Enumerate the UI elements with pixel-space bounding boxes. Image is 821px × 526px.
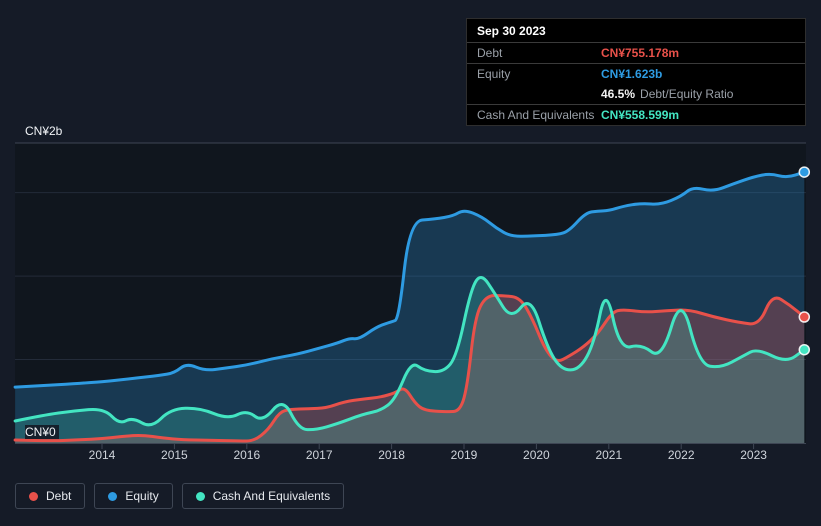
x-tick-label-2017: 2017 <box>305 448 333 462</box>
tooltip-debt-label: Debt <box>477 46 503 60</box>
tooltip-equity-value: CN¥1.623b <box>601 67 663 81</box>
x-tick-label-2014: 2014 <box>88 448 116 462</box>
legend-label: Equity <box>125 489 159 503</box>
cash-legend-dot-icon <box>195 491 205 501</box>
x-tick-label-2021: 2021 <box>595 448 623 462</box>
data-tooltip: Sep 30 2023 Debt CN¥755.178m Equity CN¥1… <box>466 18 806 126</box>
tooltip-date: Sep 30 2023 <box>467 19 805 43</box>
cash-and-equivalents-line <box>13 276 806 432</box>
tooltip-row-equity: Equity CN¥1.623b <box>467 64 805 84</box>
tooltip-row-ratio: 46.5% Debt/Equity Ratio <box>467 84 805 105</box>
equity-legend-dot-icon <box>108 491 118 501</box>
legend-label: Cash And Equivalents <box>212 489 331 503</box>
debt-legend-dot-icon <box>29 491 38 501</box>
tooltip-cash-label: Cash And Equivalents <box>477 108 595 122</box>
debt-area <box>15 295 805 443</box>
x-tick-label-2020: 2020 <box>523 448 550 462</box>
x-tick-label-2016: 2016 <box>233 448 261 462</box>
tooltip-row-cash: Cash And Equivalents CN¥558.599m <box>467 105 805 125</box>
x-tick-label-2023: 2023 <box>740 448 767 462</box>
x-tick-label-2018: 2018 <box>378 448 405 462</box>
equity-line <box>13 170 806 389</box>
legend-label: Debt <box>46 489 72 503</box>
y-axis-max-label: CN¥2b <box>25 124 66 138</box>
x-tick-label-2022: 2022 <box>667 448 695 462</box>
y-axis-zero-label: CN¥0 <box>25 425 59 439</box>
legend-item-debt[interactable]: Debt <box>15 483 86 509</box>
equity-area <box>15 172 805 443</box>
tooltip-cash-value: CN¥558.599m <box>601 108 680 122</box>
legend-item-cash[interactable]: Cash And Equivalents <box>181 483 345 509</box>
cash-and-equivalents-end-dot <box>798 343 811 356</box>
equity-end-dot <box>798 166 811 178</box>
chart-legend: Debt Equity Cash And Equivalents <box>15 483 345 509</box>
tooltip-ratio-value: 46.5% <box>601 87 636 101</box>
debt-line <box>13 294 806 443</box>
tooltip-debt-value: CN¥755.178m <box>601 46 680 60</box>
tooltip-ratio-label: Debt/Equity Ratio <box>640 87 734 101</box>
tooltip-row-debt: Debt CN¥755.178m <box>467 43 805 64</box>
x-tick-label-2019: 2019 <box>450 448 478 462</box>
debt-end-dot <box>798 311 811 323</box>
tooltip-equity-label: Equity <box>477 67 511 81</box>
x-tick-label-2015: 2015 <box>161 448 188 462</box>
legend-item-equity[interactable]: Equity <box>94 483 173 509</box>
